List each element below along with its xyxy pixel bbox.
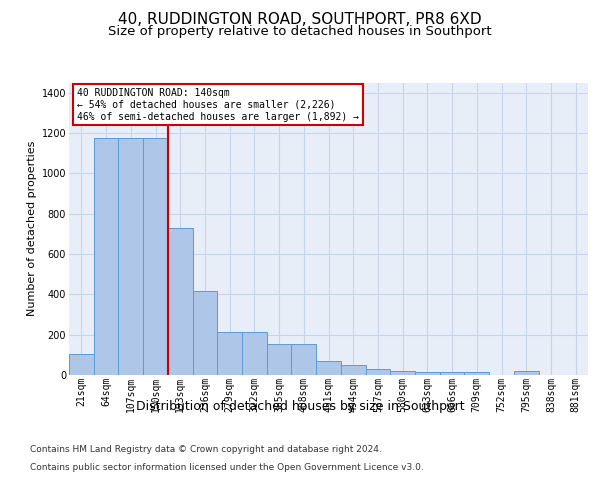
Text: Contains HM Land Registry data © Crown copyright and database right 2024.: Contains HM Land Registry data © Crown c… [30,445,382,454]
Bar [118,138,143,375]
Bar [292,344,316,375]
Text: Size of property relative to detached houses in Southport: Size of property relative to detached ho… [108,25,492,38]
Bar [440,372,464,375]
Bar [143,138,168,375]
Bar [242,332,267,375]
Bar [168,228,193,375]
Text: 40, RUDDINGTON ROAD, SOUTHPORT, PR8 6XD: 40, RUDDINGTON ROAD, SOUTHPORT, PR8 6XD [118,12,482,28]
Bar [415,372,440,375]
Y-axis label: Number of detached properties: Number of detached properties [28,141,37,316]
Bar [94,138,118,375]
Bar [365,369,390,375]
Bar [69,354,94,375]
Bar [464,372,489,375]
Bar [390,370,415,375]
Bar [341,366,365,375]
Text: 40 RUDDINGTON ROAD: 140sqm
← 54% of detached houses are smaller (2,226)
46% of s: 40 RUDDINGTON ROAD: 140sqm ← 54% of deta… [77,88,359,122]
Bar [267,344,292,375]
Text: Contains public sector information licensed under the Open Government Licence v3: Contains public sector information licen… [30,462,424,471]
Bar [217,332,242,375]
Text: Distribution of detached houses by size in Southport: Distribution of detached houses by size … [136,400,464,413]
Bar [193,292,217,375]
Bar [514,371,539,375]
Bar [316,362,341,375]
